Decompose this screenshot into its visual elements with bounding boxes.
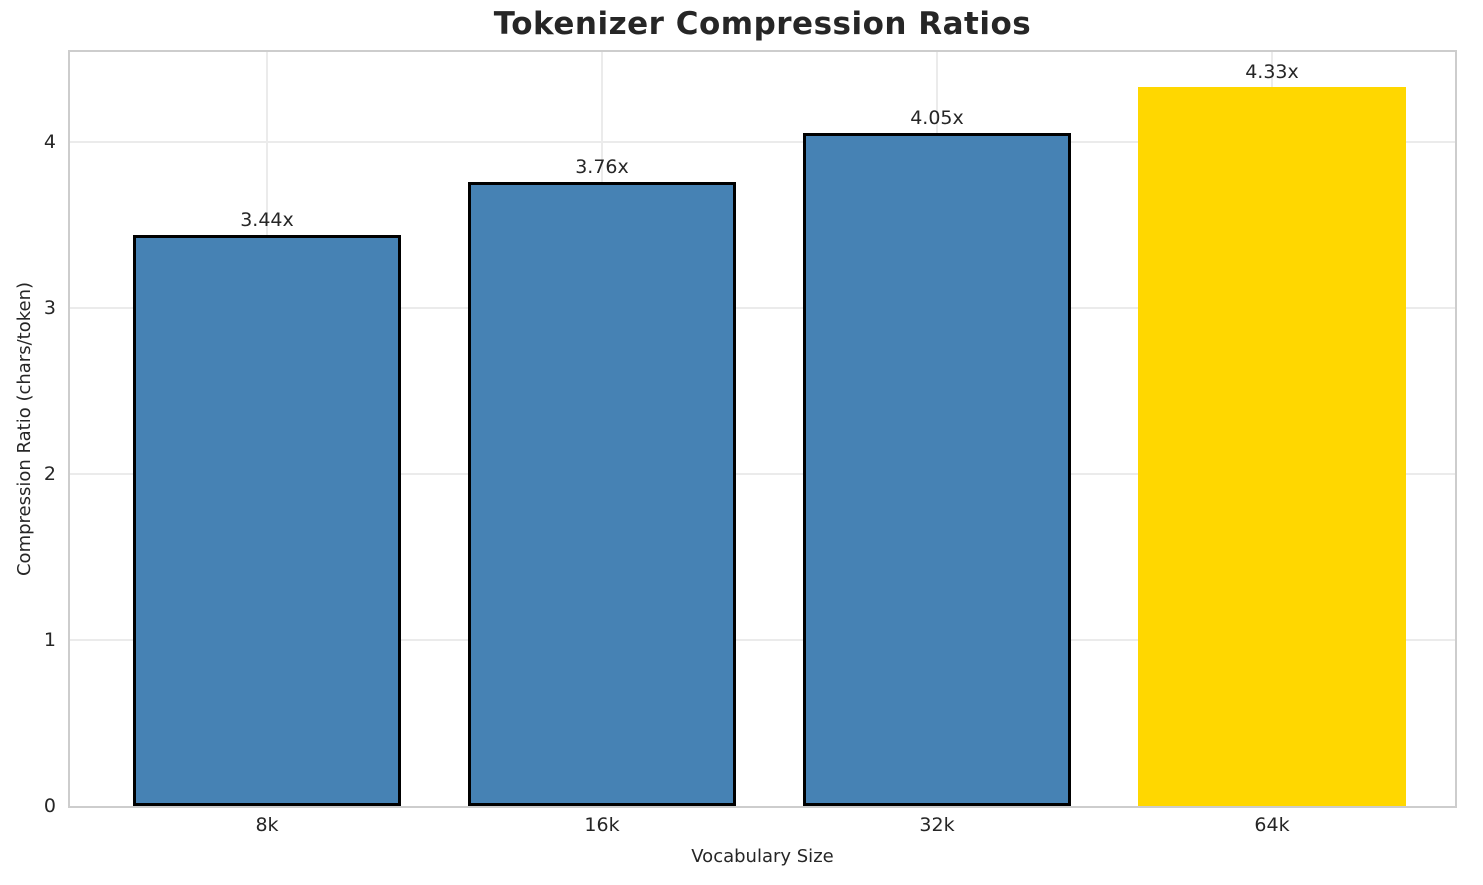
- x-axis-label: Vocabulary Size: [691, 846, 834, 867]
- y-tick-label: 4: [43, 130, 56, 153]
- h-gridline: [70, 140, 1455, 143]
- bar: [133, 234, 401, 806]
- bar-value-label: 4.33x: [1245, 60, 1299, 83]
- y-tick-label: 1: [43, 628, 56, 651]
- h-gridline: [70, 638, 1455, 641]
- bar: [468, 181, 736, 806]
- plot-area: 3.44x 3.76x 4.05x 4.33x: [68, 50, 1457, 808]
- h-gridline: [70, 472, 1455, 475]
- bar: [803, 133, 1071, 806]
- y-tick-label: 3: [43, 296, 56, 319]
- x-tick-label: 64k: [1254, 814, 1290, 836]
- bar-value-label: 3.44x: [240, 208, 294, 231]
- y-tick-label: 2: [43, 462, 56, 485]
- x-tick-label: 32k: [919, 814, 955, 836]
- bar-value-label: 4.05x: [910, 107, 964, 130]
- bar-highlighted: [1138, 86, 1406, 806]
- x-tick-label: 8k: [255, 814, 279, 836]
- bar-value-label: 3.76x: [575, 155, 629, 178]
- h-gridline: [70, 306, 1455, 309]
- y-tick-label: 0: [43, 795, 56, 817]
- chart-title: Tokenizer Compression Ratios: [493, 6, 1032, 42]
- x-tick-label: 16k: [584, 814, 620, 836]
- y-axis-label-text: Compression Ratio (chars/token): [14, 281, 35, 577]
